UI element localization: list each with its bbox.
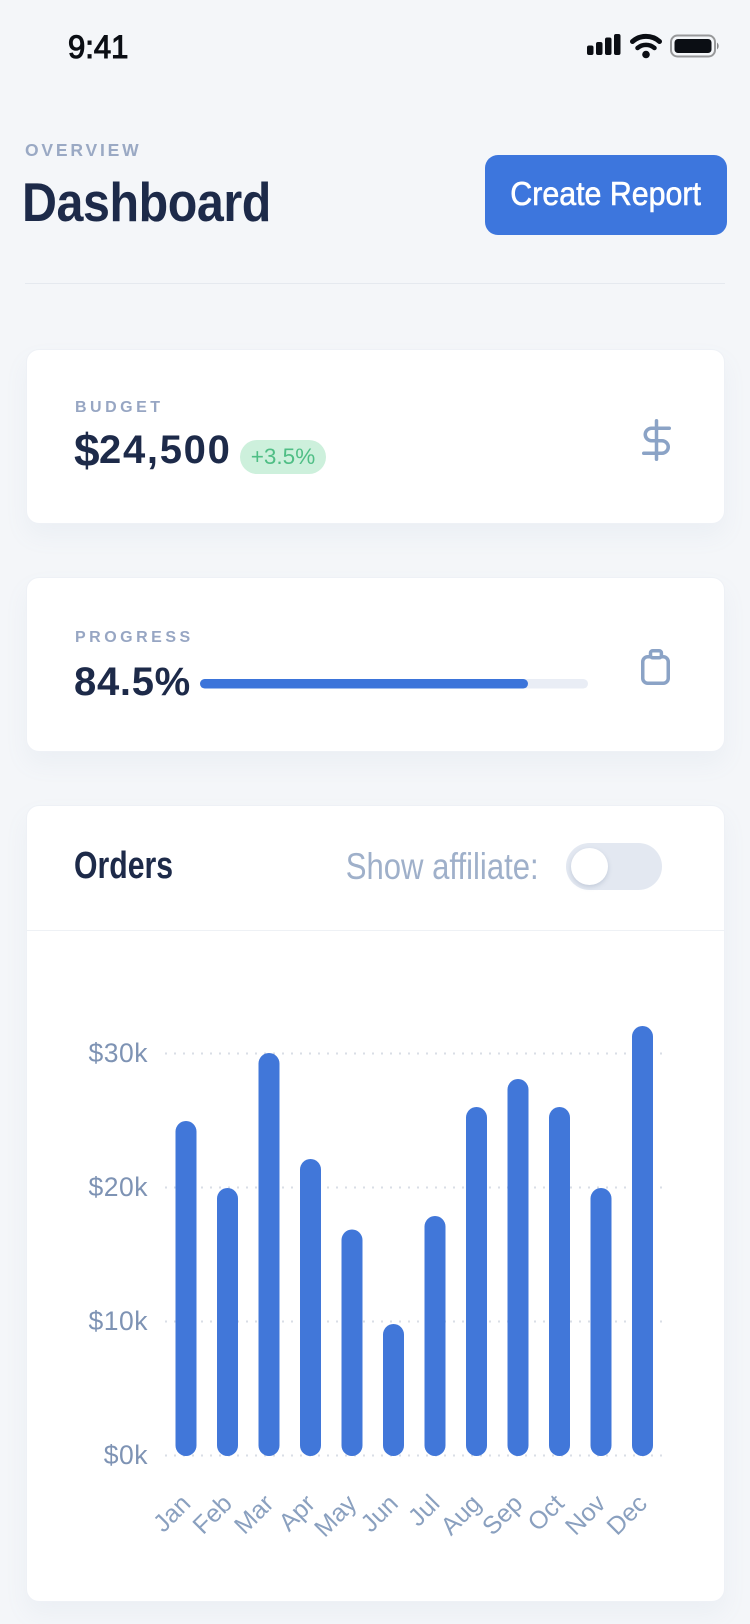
svg-text:Oct: Oct xyxy=(522,1489,569,1536)
svg-text:$10k: $10k xyxy=(89,1306,149,1336)
svg-text:Jun: Jun xyxy=(355,1489,403,1537)
svg-text:Apr: Apr xyxy=(273,1489,320,1536)
svg-text:Aug: Aug xyxy=(435,1489,486,1540)
svg-text:Sep: Sep xyxy=(477,1489,528,1540)
svg-text:$30k: $30k xyxy=(89,1038,149,1068)
svg-text:Nov: Nov xyxy=(560,1489,612,1541)
svg-text:$0k: $0k xyxy=(104,1440,148,1470)
svg-text:Dec: Dec xyxy=(601,1489,652,1540)
svg-text:Mar: Mar xyxy=(229,1489,279,1539)
svg-text:$20k: $20k xyxy=(89,1172,149,1202)
svg-text:May: May xyxy=(309,1489,363,1543)
svg-text:Feb: Feb xyxy=(187,1489,237,1539)
svg-text:Jan: Jan xyxy=(148,1489,196,1537)
